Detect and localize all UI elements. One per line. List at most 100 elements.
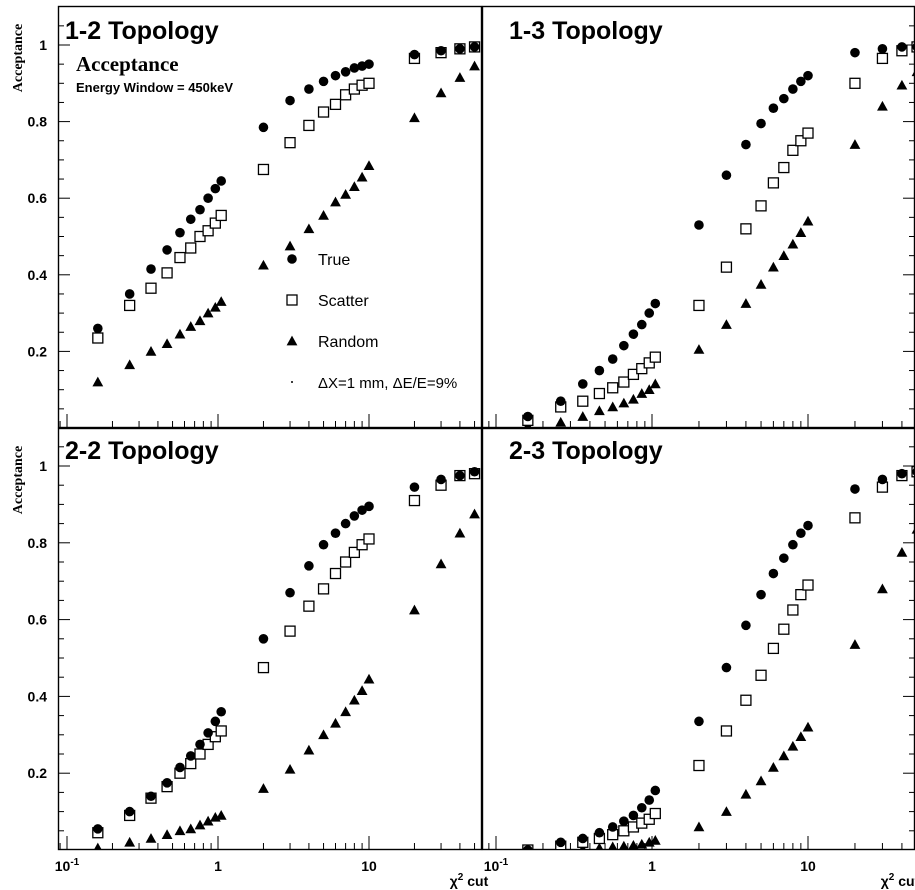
point-true-2 <box>796 76 806 87</box>
point-scatter-3 <box>339 556 352 568</box>
point-random-3 <box>161 829 173 839</box>
point-true-4 <box>628 810 639 821</box>
point-random-3 <box>174 825 186 836</box>
point-scatter-3 <box>215 725 227 737</box>
point-random-1 <box>209 301 221 312</box>
point-true-2 <box>607 354 618 364</box>
point-scatter-2 <box>627 368 640 381</box>
legend-marker-scatter <box>286 294 298 306</box>
point-true-1 <box>216 176 226 186</box>
point-random-3 <box>94 842 102 849</box>
point-random-1 <box>124 359 136 370</box>
point-random-4 <box>877 583 888 594</box>
point-random-3 <box>303 744 315 755</box>
point-true-3 <box>258 634 269 644</box>
point-true-4 <box>796 528 806 538</box>
legend-note: ΔX=1 mm, ΔE/E=9% <box>318 375 457 392</box>
point-scatter-1 <box>329 98 342 111</box>
panel-3-points <box>92 466 481 849</box>
point-true-2 <box>897 42 907 52</box>
y-tick-label: 1 <box>39 37 47 53</box>
point-scatter-3 <box>257 661 270 674</box>
point-scatter-2 <box>577 395 589 407</box>
point-random-1 <box>258 259 269 270</box>
point-true-3 <box>124 806 135 817</box>
axes-layer <box>57 5 915 851</box>
point-scatter-1 <box>202 225 214 237</box>
point-scatter-3 <box>408 494 421 507</box>
point-true-4 <box>636 802 647 813</box>
y-tick-label: 1 <box>39 458 47 474</box>
y-axis-label: Acceptance <box>11 24 26 92</box>
point-random-4 <box>896 547 908 557</box>
y-tick-label: 0.6 <box>28 612 48 628</box>
x-tick-label: 10 <box>800 858 816 874</box>
point-true-2 <box>803 70 813 81</box>
point-true-3 <box>409 482 420 492</box>
point-true-1 <box>195 204 205 215</box>
point-true-2 <box>644 308 655 318</box>
point-random-2 <box>721 319 732 329</box>
point-true-2 <box>523 411 533 422</box>
point-true-2 <box>650 298 661 309</box>
point-scatter-1 <box>92 332 104 344</box>
point-true-2 <box>877 44 888 54</box>
point-true-1 <box>340 67 351 77</box>
point-true-2 <box>694 220 704 230</box>
point-random-1 <box>409 112 420 123</box>
legend-label-true: True <box>318 252 350 269</box>
point-scatter-1 <box>363 77 375 89</box>
point-true-2 <box>788 84 798 94</box>
point-random-4 <box>778 750 790 761</box>
point-scatter-1 <box>124 299 136 312</box>
point-scatter-1 <box>284 137 296 149</box>
point-true-1 <box>203 193 213 203</box>
legend-label-scatter: Scatter <box>318 293 369 310</box>
point-random-4 <box>740 788 752 799</box>
point-random-1 <box>202 307 214 318</box>
point-true-2 <box>555 396 566 406</box>
point-random-2 <box>618 397 630 408</box>
point-random-3 <box>348 694 360 705</box>
point-random-4 <box>911 529 914 534</box>
point-true-4 <box>577 833 588 844</box>
point-random-3 <box>194 819 206 830</box>
point-true-3 <box>195 739 205 750</box>
point-scatter-2 <box>795 135 807 147</box>
point-random-2 <box>778 250 790 260</box>
point-scatter-4 <box>767 642 780 655</box>
point-true-3 <box>216 706 226 717</box>
point-random-2 <box>740 298 752 308</box>
y-tick-label: 0.2 <box>28 765 48 781</box>
point-true-3 <box>455 470 465 481</box>
point-random-2 <box>555 416 567 427</box>
point-scatter-4 <box>802 579 814 591</box>
x-tick-label: 1 <box>648 858 656 874</box>
point-scatter-1 <box>339 89 352 101</box>
point-random-3 <box>340 706 352 717</box>
point-random-1 <box>348 181 360 192</box>
point-true-1 <box>318 76 329 87</box>
point-random-1 <box>435 87 447 98</box>
point-true-3 <box>469 466 480 477</box>
point-random-4 <box>849 639 861 649</box>
point-true-1 <box>93 323 103 334</box>
point-random-4 <box>802 721 814 732</box>
point-true-1 <box>210 183 221 194</box>
point-true-1 <box>124 289 135 299</box>
point-true-3 <box>304 561 314 571</box>
x-tick-label: 10-1 <box>484 857 509 874</box>
point-scatter-3 <box>348 546 361 559</box>
point-true-3 <box>340 518 351 529</box>
point-true-3 <box>318 539 329 550</box>
y-tick-label: 0.4 <box>28 267 48 283</box>
point-true-4 <box>650 785 661 796</box>
point-random-1 <box>454 72 466 82</box>
point-true-3 <box>349 511 360 521</box>
point-true-1 <box>364 59 374 69</box>
point-true-2 <box>768 103 779 113</box>
panel-2-points <box>522 41 914 427</box>
point-scatter-1 <box>194 230 206 243</box>
point-random-2 <box>755 278 767 289</box>
point-random-1 <box>194 315 206 326</box>
